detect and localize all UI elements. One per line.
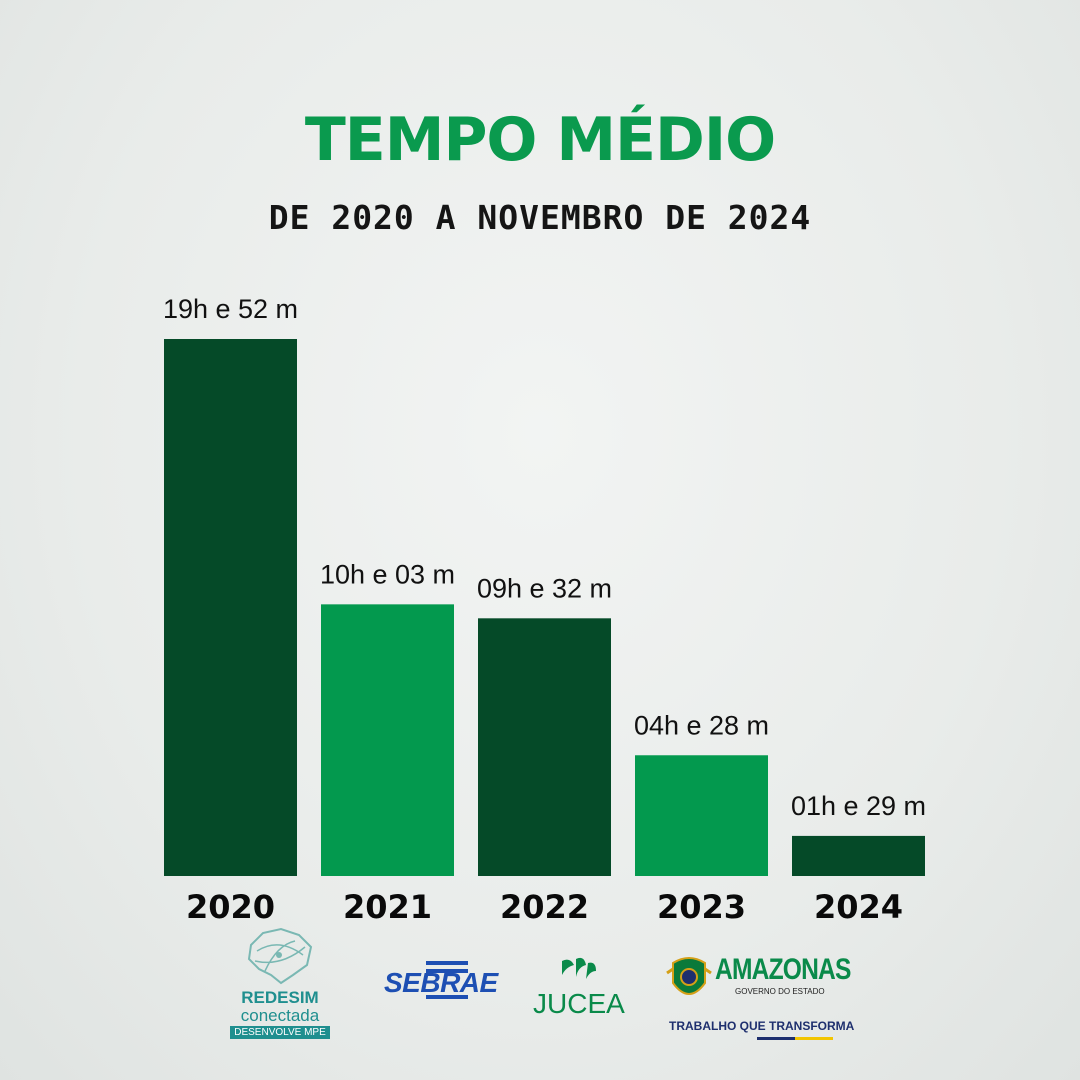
jucea-logo: JUCEA — [533, 955, 625, 1019]
bar-2024 — [792, 835, 925, 876]
bar-value-label-2024: 01h e 29 m — [791, 791, 926, 821]
bar-2023 — [635, 755, 768, 876]
bar-2022 — [478, 618, 611, 876]
category-label-2021: 2021 — [343, 888, 432, 926]
category-label-2024: 2024 — [814, 888, 903, 926]
amazonas-subtitle: GOVERNO DO ESTADO — [735, 987, 825, 996]
redesim-name: REDESIM — [241, 988, 319, 1007]
redesim-slogan: DESENVOLVE MPE — [230, 1026, 330, 1039]
amazonas-coat-of-arms-icon — [666, 957, 712, 995]
bar-chart: 19h e 52 m 2020 10h e 03 m 2021 09h e 32 m 20… — [163, 294, 926, 926]
redesim-logo: REDESIM conectada DESENVOLVE MPE — [230, 925, 330, 1039]
bar-value-label-2023: 04h e 28 m — [634, 710, 769, 740]
sebrae-stripes-icon — [426, 961, 468, 999]
brazil-map-icon — [247, 927, 313, 985]
footer-logos: REDESIM conectada DESENVOLVE MPE SEBRAE … — [0, 925, 1080, 1055]
amazonas-name: AMAZONAS — [715, 953, 851, 986]
jucea-name: JUCEA — [533, 988, 625, 1019]
bar-value-label-2022: 09h e 32 m — [477, 573, 612, 603]
category-label-2020: 2020 — [186, 888, 275, 926]
amazonas-slogan: TRABALHO QUE TRANSFORMA — [669, 1019, 855, 1033]
chart-title: TEMPO MÉDIO — [304, 105, 776, 175]
amazonas-underline — [757, 1037, 833, 1040]
chart-subtitle: DE 2020 A NOVEMBRO DE 2024 — [268, 198, 812, 237]
redesim-tagline: conectada — [240, 1006, 320, 1025]
category-label-2022: 2022 — [500, 888, 589, 926]
category-label-2023: 2023 — [657, 888, 746, 926]
bar-value-label-2021: 10h e 03 m — [320, 559, 455, 589]
jucea-emblem-icon — [562, 957, 596, 979]
bar-2021 — [321, 604, 454, 876]
bar-value-label-2020: 19h e 52 m — [163, 294, 298, 324]
sebrae-logo: SEBRAE — [384, 961, 498, 999]
bar-2020 — [164, 339, 297, 876]
